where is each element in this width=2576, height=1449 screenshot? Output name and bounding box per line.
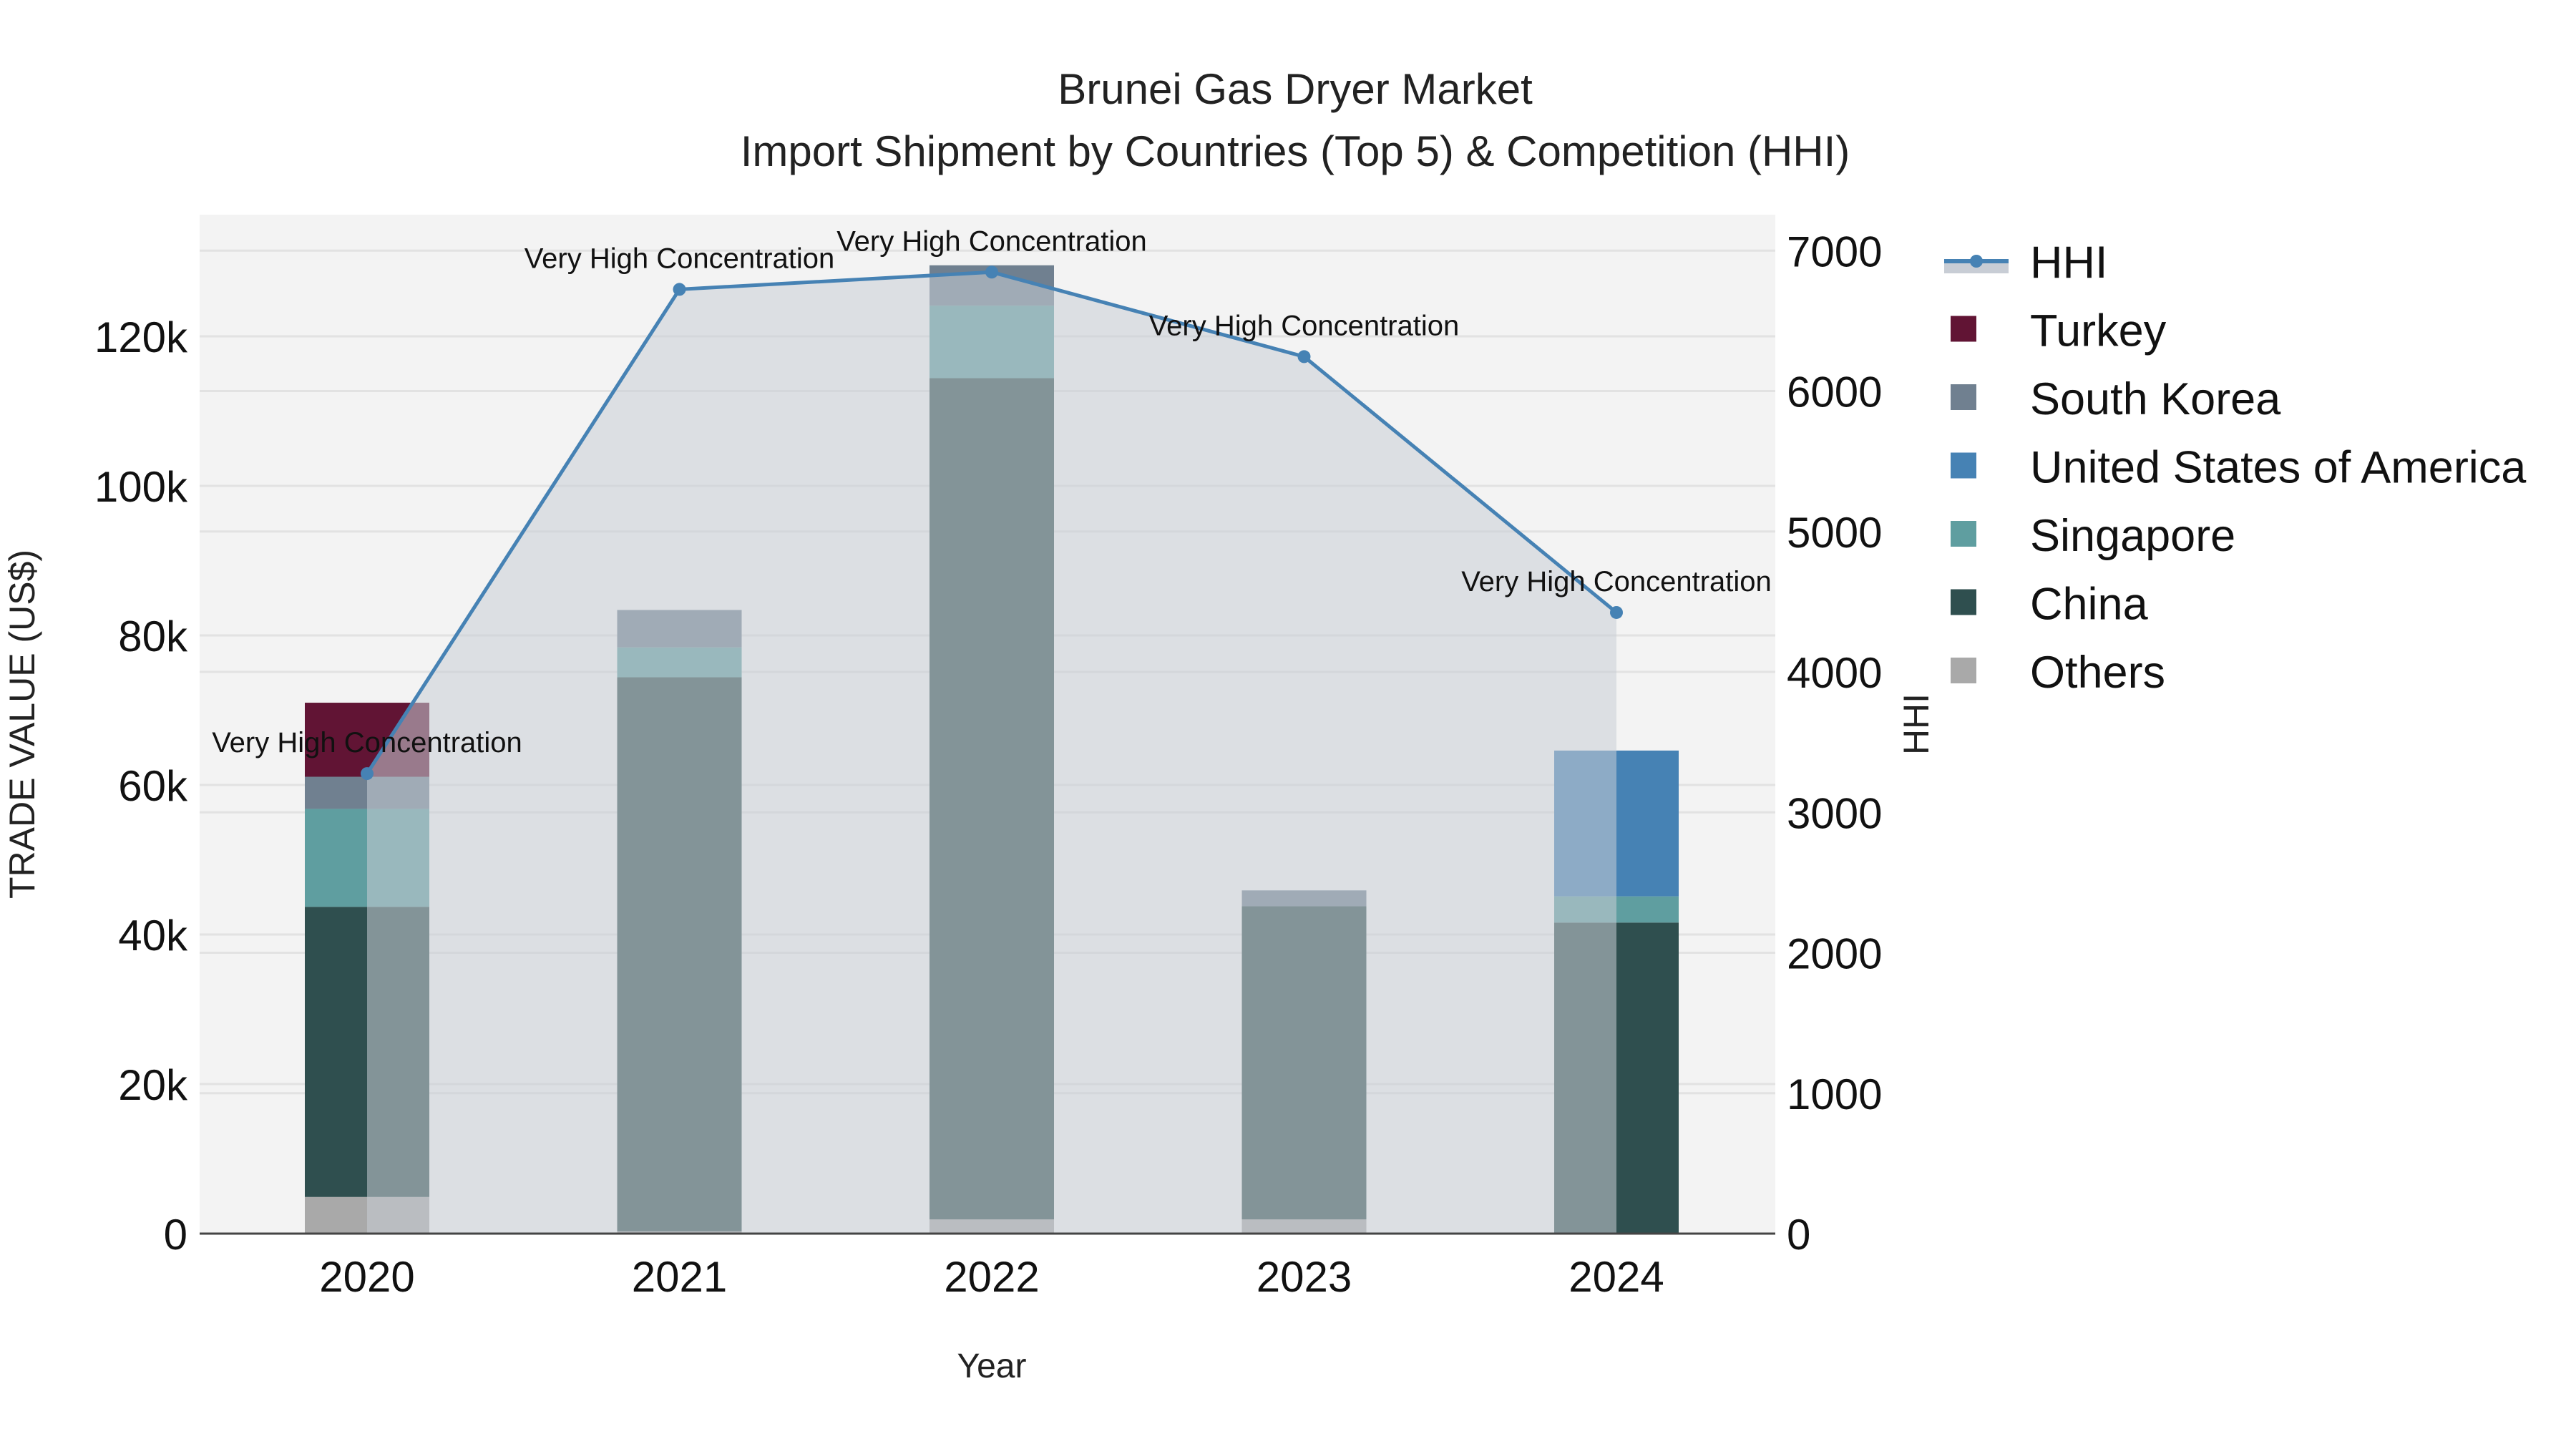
x-tick-label: 2022 <box>944 1253 1039 1301</box>
hhi-annotation: Very High Concentration <box>836 225 1147 257</box>
hhi-marker-2020[interactable] <box>361 767 374 781</box>
legend-swatch-icon <box>1951 452 1976 479</box>
hhi-marker-2022[interactable] <box>985 265 998 279</box>
legend-item-south-korea[interactable]: South Korea <box>1951 374 2281 424</box>
legend-swatch-icon <box>1951 658 1976 683</box>
y-left-tick-label: 60k <box>118 762 188 810</box>
hhi-fill-area <box>367 272 1616 1234</box>
hhi-annotation: Very High Concentration <box>1461 566 1772 597</box>
x-ticks: 2020 2021 2022 2023 2024 <box>319 1253 1664 1301</box>
legend-marker-icon <box>1970 255 1983 268</box>
legend-swatch-icon <box>1951 589 1976 615</box>
hhi-marker-2024[interactable] <box>1610 605 1623 619</box>
x-tick-label: 2021 <box>632 1253 727 1301</box>
hhi-marker-2021[interactable] <box>673 283 686 296</box>
hhi-annotation: Very High Concentration <box>525 243 835 274</box>
y-left-axis-title: TRADE VALUE (US$) <box>2 550 42 899</box>
hhi-line[interactable] <box>361 265 1623 781</box>
legend-swatch-icon <box>1951 316 1976 342</box>
legend-swatch-icon <box>1951 384 1976 410</box>
hhi-annotation: Very High Concentration <box>212 727 522 758</box>
y-right-ticks: 0 1000 2000 3000 4000 5000 6000 7000 <box>1787 228 1882 1259</box>
y-left-tick-label: 100k <box>94 463 188 511</box>
y-right-axis-title: HHI <box>1896 693 1936 755</box>
legend: HHI Turkey South Korea United States of Ame… <box>1944 238 2527 698</box>
legend-item-turkey[interactable]: Turkey <box>1951 306 2167 356</box>
chart-subtitle: Import Shipment by Countries (Top 5) & C… <box>741 127 1850 175</box>
legend-label: South Korea <box>2030 374 2281 424</box>
legend-item-hhi[interactable]: HHI <box>1944 238 2108 288</box>
y-right-tick-label: 4000 <box>1787 649 1882 697</box>
y-left-tick-label: 20k <box>118 1061 188 1109</box>
chart-title: Brunei Gas Dryer Market <box>1058 65 1533 113</box>
x-tick-label: 2020 <box>319 1253 414 1301</box>
legend-item-united-states-of-america[interactable]: United States of America <box>1951 443 2527 493</box>
y-left-tick-label: 80k <box>118 613 188 660</box>
x-tick-label: 2024 <box>1568 1253 1664 1301</box>
legend-label: China <box>2030 580 2149 630</box>
legend-label: Turkey <box>2030 306 2167 356</box>
y-left-tick-label: 40k <box>118 912 188 960</box>
hhi-area <box>367 272 1616 1234</box>
y-left-tick-label: 0 <box>164 1211 187 1259</box>
legend-label: HHI <box>2030 238 2108 288</box>
legend-label: United States of America <box>2030 443 2527 493</box>
y-right-tick-label: 3000 <box>1787 789 1882 837</box>
hhi-marker-2023[interactable] <box>1297 350 1311 364</box>
y-left-ticks: 0 20k 40k 60k 80k 100k 120k <box>94 313 188 1259</box>
x-axis-title: Year <box>957 1347 1027 1385</box>
legend-item-others[interactable]: Others <box>1951 648 2165 698</box>
y-right-tick-label: 2000 <box>1787 930 1882 978</box>
y-left-tick-label: 120k <box>94 313 188 361</box>
y-right-tick-label: 7000 <box>1787 228 1882 275</box>
y-right-tick-label: 1000 <box>1787 1070 1882 1118</box>
hhi-annotation: Very High Concentration <box>1149 310 1460 341</box>
y-right-tick-label: 6000 <box>1787 369 1882 416</box>
legend-item-china[interactable]: China <box>1951 580 2149 630</box>
legend-item-singapore[interactable]: Singapore <box>1951 511 2235 561</box>
legend-label: Singapore <box>2030 511 2235 561</box>
legend-label: Others <box>2030 648 2165 698</box>
y-right-tick-label: 0 <box>1787 1211 1810 1259</box>
legend-swatch-icon <box>1951 521 1976 547</box>
y-right-tick-label: 5000 <box>1787 509 1882 557</box>
x-tick-label: 2023 <box>1257 1253 1352 1301</box>
